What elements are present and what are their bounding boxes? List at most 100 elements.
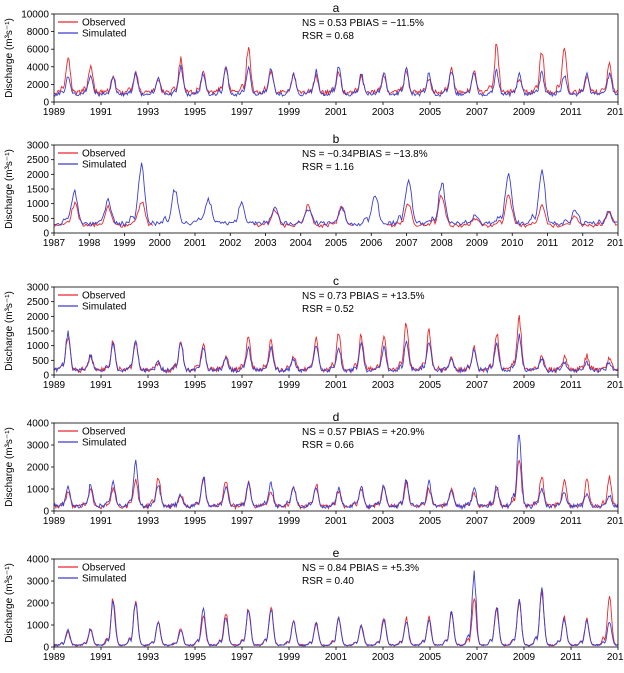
y-axis-label: Discharge (m³s⁻¹) <box>4 427 15 507</box>
y-tick-label: 2000 <box>27 312 50 323</box>
x-tick-label: 1995 <box>184 516 207 527</box>
x-tick-label: 1989 <box>43 107 66 118</box>
x-tick-label: 1999 <box>278 107 301 118</box>
x-tick-label: 2003 <box>254 238 277 249</box>
series-line-observed <box>54 459 618 511</box>
y-tick-label: 1000 <box>27 341 50 352</box>
x-tick-label: 2005 <box>419 107 442 118</box>
x-tick-label: 2004 <box>290 238 313 249</box>
x-tick-label: 1991 <box>90 380 113 391</box>
x-tick-label: 2011 <box>560 380 582 391</box>
y-axis-label: Discharge (m³s⁻¹) <box>4 291 15 371</box>
legend-entry: Simulated <box>82 302 126 313</box>
legend-entry: Observed <box>82 427 125 438</box>
panel-label: d <box>333 410 340 424</box>
x-tick-label: 1997 <box>231 516 254 527</box>
y-tick-label: 0 <box>43 643 49 654</box>
x-tick-label: 2011 <box>560 652 582 663</box>
x-tick-label: 2012 <box>572 238 595 249</box>
x-tick-label: 2007 <box>466 516 489 527</box>
series-line-simulated <box>54 162 618 227</box>
y-tick-label: 0 <box>43 371 49 382</box>
x-tick-label: 1995 <box>184 652 207 663</box>
x-tick-label: 2007 <box>466 107 489 118</box>
x-tick-label: 2005 <box>325 238 348 249</box>
y-tick-label: 3000 <box>27 283 50 294</box>
x-tick-label: 2000 <box>149 238 172 249</box>
x-tick-label: 2013 <box>607 380 624 391</box>
stats-line-1: NS = 0.73 PBIAS = +13.5% <box>302 291 425 302</box>
y-tick-label: 0 <box>43 98 49 109</box>
x-tick-label: 2011 <box>560 516 582 527</box>
legend-entry: Observed <box>82 149 125 160</box>
y-tick-label: 2000 <box>27 170 50 181</box>
legend-entry: Observed <box>82 18 125 29</box>
x-tick-label: 1995 <box>184 380 207 391</box>
legend-entry: Simulated <box>82 160 126 171</box>
y-tick-label: 1000 <box>27 621 50 632</box>
x-tick-label: 2009 <box>513 107 536 118</box>
x-tick-label: 1993 <box>137 516 160 527</box>
series-line-simulated <box>54 434 618 511</box>
chart-panel-a: a 0 2000 4000 6000 8000 10000 1989 1991 1993 1995 1… <box>4 1 624 118</box>
y-axis-label: Discharge (m³s⁻¹) <box>4 149 15 229</box>
x-tick-label: 2003 <box>372 652 395 663</box>
chart-panel-e: e 0 1000 2000 3000 4000 1989 1991 1993 1995 1997 19… <box>4 546 624 663</box>
x-tick-label: 2001 <box>325 652 348 663</box>
chart-panel-d: d 0 1000 2000 3000 4000 1989 1991 1993 1995 1997 19… <box>4 410 624 527</box>
series-line-simulated <box>54 330 618 375</box>
x-tick-label: 1999 <box>278 516 301 527</box>
y-tick-label: 4000 <box>27 555 50 566</box>
y-tick-label: 3000 <box>27 441 50 452</box>
x-tick-label: 2001 <box>184 238 207 249</box>
x-tick-label: 1991 <box>90 107 113 118</box>
y-tick-label: 10000 <box>21 10 49 21</box>
panel-label: a <box>333 1 340 15</box>
x-tick-label: 1999 <box>113 238 136 249</box>
y-tick-label: 500 <box>32 214 49 225</box>
series-line-simulated <box>54 64 618 98</box>
x-tick-label: 2002 <box>219 238 242 249</box>
x-tick-label: 2013 <box>607 652 624 663</box>
x-tick-label: 1991 <box>90 516 113 527</box>
x-tick-label: 2009 <box>513 380 536 391</box>
x-tick-label: 2007 <box>466 380 489 391</box>
y-tick-label: 4000 <box>27 419 50 430</box>
series-line-observed <box>54 591 618 647</box>
x-tick-label: 2005 <box>419 516 442 527</box>
stats-line-2: RSR = 1.16 <box>302 162 354 173</box>
x-tick-label: 2013 <box>607 238 624 249</box>
series-line-simulated <box>54 570 618 647</box>
x-tick-label: 1989 <box>43 380 66 391</box>
x-tick-label: 2003 <box>372 107 395 118</box>
x-tick-label: 1989 <box>43 652 66 663</box>
y-tick-label: 0 <box>43 229 49 240</box>
x-tick-label: 2009 <box>513 516 536 527</box>
y-tick-label: 2000 <box>27 80 50 91</box>
y-tick-label: 1000 <box>27 199 50 210</box>
x-tick-label: 2003 <box>372 516 395 527</box>
x-tick-label: 2001 <box>325 380 348 391</box>
x-tick-label: 1989 <box>43 516 66 527</box>
y-tick-label: 6000 <box>27 45 50 56</box>
x-tick-label: 1999 <box>278 380 301 391</box>
x-tick-label: 1995 <box>184 107 207 118</box>
x-tick-label: 1991 <box>90 652 113 663</box>
legend-entry: Simulated <box>82 438 126 449</box>
panel-label: b <box>333 132 340 146</box>
stats-line-2: RSR = 0.68 <box>302 31 354 42</box>
y-axis-label: Discharge (m³s⁻¹) <box>4 18 15 98</box>
x-tick-label: 2013 <box>607 107 624 118</box>
x-tick-label: 2003 <box>372 380 395 391</box>
x-tick-label: 1993 <box>137 652 160 663</box>
chart-panel-b: b 0 500 1000 1500 2000 2500 3000 1987 1998 1999 200… <box>4 132 624 249</box>
x-tick-label: 2005 <box>419 380 442 391</box>
x-tick-label: 1997 <box>231 107 254 118</box>
y-tick-label: 1500 <box>27 327 50 338</box>
x-tick-label: 2011 <box>560 107 582 118</box>
x-tick-label: 2009 <box>466 238 489 249</box>
y-tick-label: 1500 <box>27 185 50 196</box>
